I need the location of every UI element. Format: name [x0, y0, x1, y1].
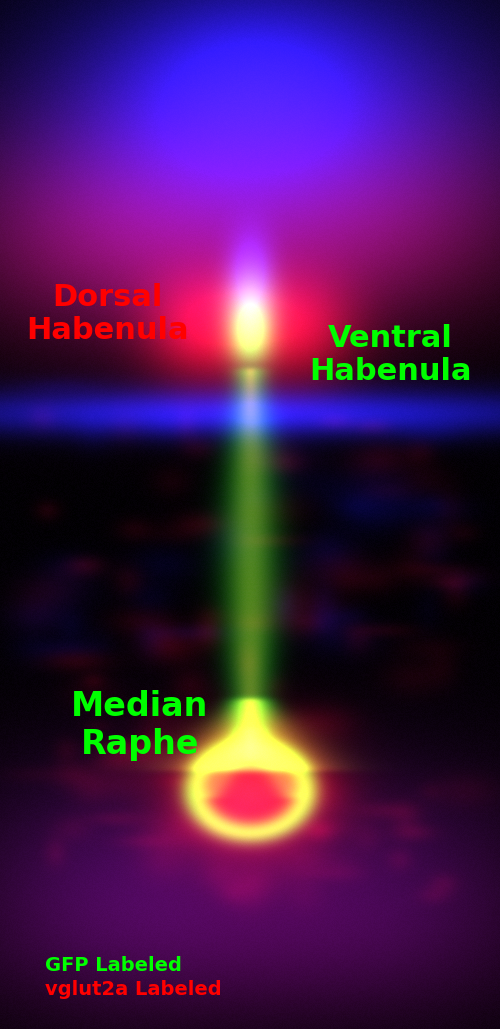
Text: vglut2a Labeled: vglut2a Labeled: [45, 981, 222, 999]
Text: GFP Labeled: GFP Labeled: [45, 956, 182, 974]
Text: Dorsal
Habenula: Dorsal Habenula: [26, 283, 189, 345]
Text: Ventral
Habenula: Ventral Habenula: [309, 324, 471, 386]
Text: Median
Raphe: Median Raphe: [72, 689, 208, 761]
